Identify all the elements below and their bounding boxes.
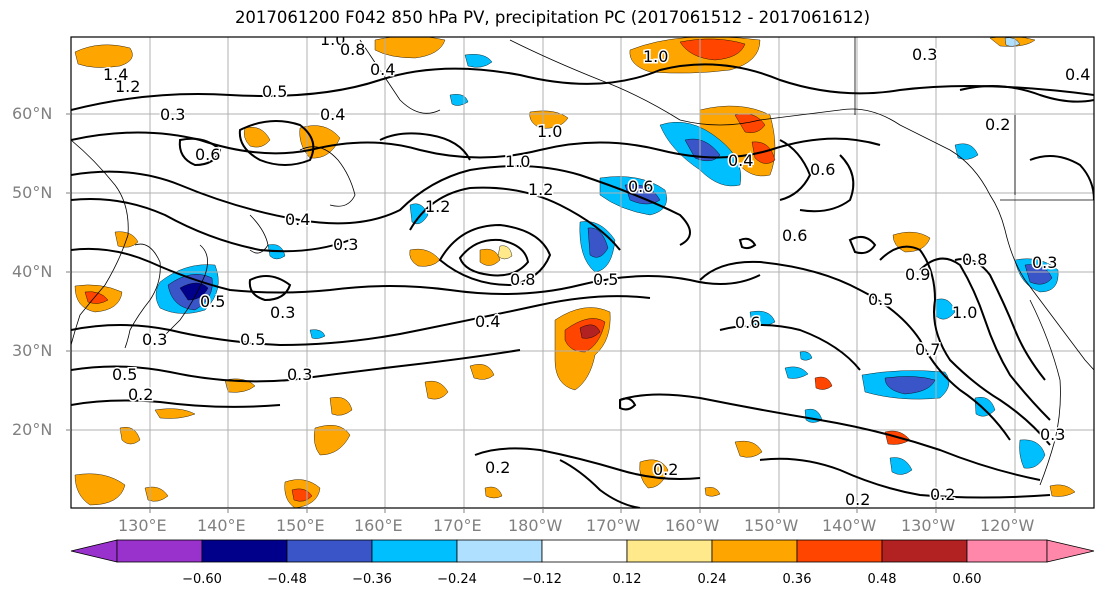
contour-label: 0.6 [735,313,760,332]
contour-label: 0.4 [1065,65,1090,84]
contour-label: 1.0 [505,152,530,171]
contour-label: 0.5 [593,270,618,289]
contour-label: 0.3 [270,303,295,322]
contour-label: 0.8 [510,270,535,289]
contour-label: 0.2 [845,490,870,509]
lon-label: 150°E [276,516,325,535]
contour-label: 0.3 [333,235,358,254]
colorbar-segment [796,539,883,563]
precip-shading [74,37,1076,508]
lon-label: 170°E [433,516,482,535]
colorbar-segment [286,539,373,563]
colorbar-tick-label: −0.12 [522,572,562,587]
colorbar-tick-label: −0.48 [267,572,307,587]
contour-label: 0.3 [1032,253,1057,272]
contour-label: 1.0 [537,122,562,141]
contour-label: 0.3 [160,105,185,124]
contour-label: 0.2 [128,385,153,404]
contour-label: 0.6 [810,160,835,179]
contour-label: 0.7 [915,340,940,359]
contour-label: 0.4 [320,105,345,124]
lon-label: 160°W [665,516,720,535]
colorbar-segment [541,539,628,563]
lat-label-50n: 50°N [12,183,53,202]
contour-label: 0.3 [912,45,937,64]
lon-label: 160°E [354,516,403,535]
lon-label: 130°E [118,516,167,535]
contour-label: 0.5 [200,292,225,311]
contour-label: 0.8 [340,40,365,59]
colorbar-tick-label: −0.36 [352,572,392,587]
colorbar-segment [711,539,798,563]
lon-label: 140°W [822,516,877,535]
lon-label: 140°E [197,516,246,535]
lon-label: 180°W [508,516,563,535]
contour-label: 0.9 [905,265,930,284]
colorbar-segment [966,539,1048,563]
lat-label-30n: 30°N [12,341,53,360]
colorbar-tick-label: 0.12 [612,572,642,587]
contour-label: 0.6 [195,145,220,164]
lon-label: 150°W [744,516,799,535]
colorbar-segment [881,539,968,563]
colorbar-segment [371,539,458,563]
contour-label: 0.4 [475,312,500,331]
colorbar-tick-label: 0.60 [952,572,982,587]
lat-label-40n: 40°N [12,262,53,281]
colorbar-tick-label: 0.36 [782,572,812,587]
contour-labels: 1.4 1.2 1.0 0.8 0.5 0.3 0.4 0.6 0.4 1.0 … [102,30,1092,509]
lon-label: 120°W [980,516,1035,535]
contour-label: 1.0 [320,30,345,49]
contour-label: 1.0 [952,303,977,322]
contour-label: 0.6 [628,177,653,196]
axis-ticks [66,113,1016,513]
lat-label-20n: 20°N [12,420,53,439]
coastlines [71,37,1094,486]
colorbar-segment [201,539,288,563]
contour-label: 0.6 [782,226,807,245]
contour-label: 0.4 [370,60,395,79]
lon-label: 130°W [901,516,956,535]
lon-label: 170°W [586,516,641,535]
contour-label: 1.4 [103,65,128,84]
contour-label: 0.5 [262,82,287,101]
contour-label: 0.2 [930,485,955,504]
contour-label: 0.5 [868,290,893,309]
colorbar-segment [626,539,713,563]
lat-label-60n: 60°N [12,104,53,123]
colorbar-tick-label: 0.24 [697,572,727,587]
contour-label: 0.4 [285,210,310,229]
contour-label: 0.8 [962,250,987,269]
colorbar-segment [456,539,543,563]
contour-label: 0.3 [142,330,167,349]
graticule [71,37,1094,508]
contour-label: 0.4 [728,151,753,170]
contour-label: 1.2 [115,77,140,96]
map-plot-area: 1.4 1.2 1.0 0.8 0.5 0.3 0.4 0.6 0.4 1.0 … [71,30,1094,509]
contour-label: 0.2 [653,460,678,479]
contour-label: 0.3 [1040,425,1065,444]
contour-label: 1.0 [643,47,668,66]
colorbar-extend-high [1046,539,1095,563]
contour-label: 1.2 [528,180,553,199]
colorbar-tick-label: −0.24 [437,572,477,587]
colorbar [70,539,1095,563]
colorbar-segment [116,539,203,563]
contour-label: 0.2 [485,458,510,477]
colorbar-tick-label: −0.60 [182,572,222,587]
contour-label: 1.2 [425,197,450,216]
colorbar-tick-label: 0.48 [867,572,897,587]
contour-label: 0.3 [287,365,312,384]
pv-contours [71,63,1094,508]
contour-label: 0.5 [112,365,137,384]
contour-label: 0.2 [985,115,1010,134]
contour-label: 0.5 [240,330,265,349]
map-title: 2017061200 F042 850 hPa PV, precipitatio… [234,8,871,27]
colorbar-extend-low [70,539,118,563]
